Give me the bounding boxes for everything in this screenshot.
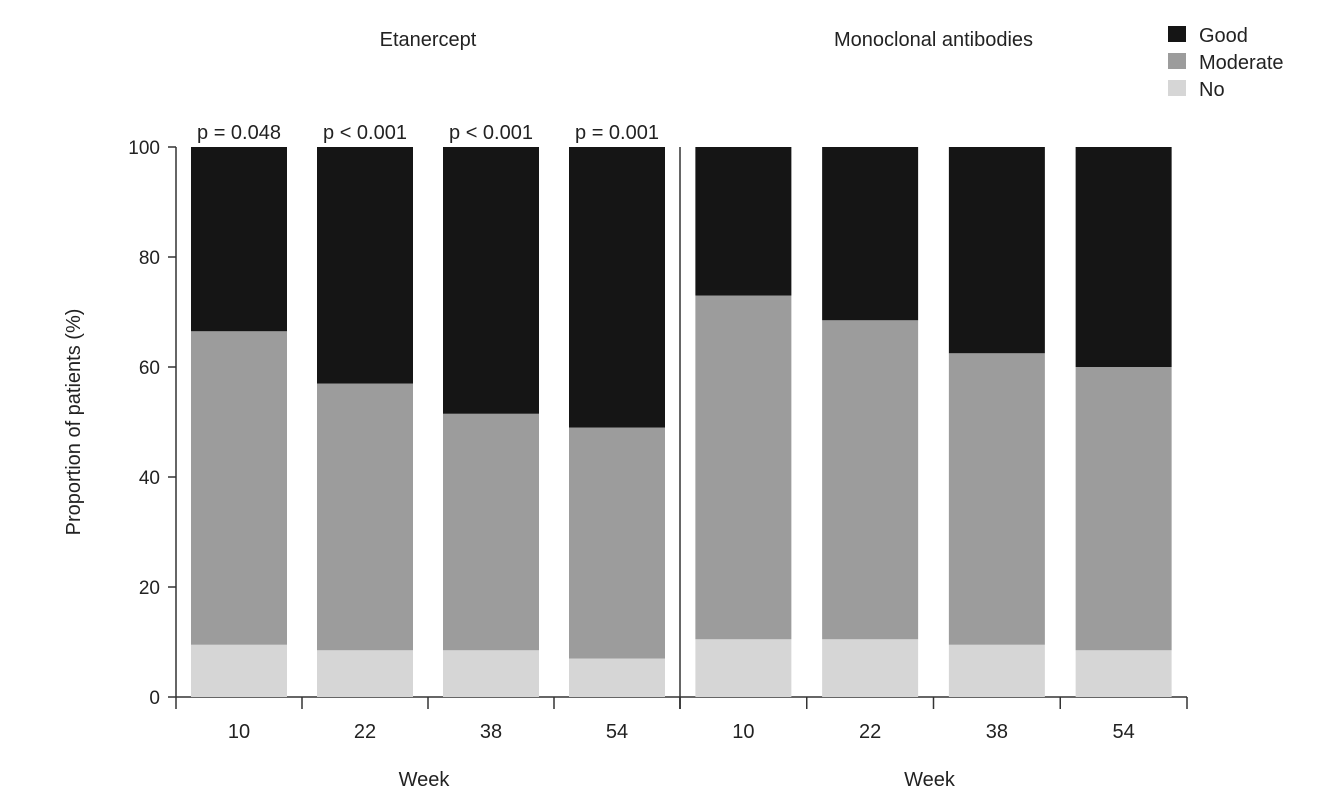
legend-swatch-moderate xyxy=(1168,53,1186,69)
x-tick-label: 54 xyxy=(1113,721,1135,743)
p-value-annotation: p = 0.001 xyxy=(575,122,659,144)
x-tick-label: 10 xyxy=(732,721,754,743)
x-tick-label: 22 xyxy=(859,721,881,743)
bar-segment-good xyxy=(569,147,665,428)
bar-segment-moderate xyxy=(191,331,287,645)
x-tick-label: 22 xyxy=(354,721,376,743)
x-tick-label: 38 xyxy=(480,721,502,743)
bar-segment-good xyxy=(443,147,539,414)
p-value-annotation: p < 0.001 xyxy=(323,122,407,144)
y-tick-label: 20 xyxy=(139,578,160,599)
p-value-annotation: p < 0.001 xyxy=(449,122,533,144)
bar-segment-good xyxy=(317,147,413,384)
bar-segment-no xyxy=(1075,650,1172,697)
y-axis-label: Proportion of patients (%) xyxy=(63,309,85,536)
y-tick-label: 60 xyxy=(139,358,160,379)
y-tick-label: 100 xyxy=(128,138,160,159)
x-tick-label: 10 xyxy=(228,721,250,743)
bar-segment-good xyxy=(948,147,1045,354)
bar-segment-moderate xyxy=(1075,367,1172,651)
legend-label: No xyxy=(1199,79,1225,101)
bar-segment-no xyxy=(569,658,665,697)
bar-segment-good xyxy=(191,147,287,332)
bar-segment-moderate xyxy=(569,427,665,659)
bar-segment-no xyxy=(443,650,539,697)
legend-swatch-no xyxy=(1168,80,1186,96)
legend-label: Good xyxy=(1199,25,1248,47)
bar-segment-good xyxy=(822,147,919,321)
panel-title: Etanercept xyxy=(380,29,477,51)
y-tick-label: 80 xyxy=(139,248,160,269)
bar-segment-moderate xyxy=(443,413,539,651)
p-value-annotation: p = 0.048 xyxy=(197,122,281,144)
bar-segment-moderate xyxy=(822,320,919,640)
y-tick-label: 0 xyxy=(149,688,160,709)
bar-segment-good xyxy=(1075,147,1172,367)
bar-segment-no xyxy=(695,639,792,697)
x-axis-label: Week xyxy=(399,769,451,791)
x-tick-label: 54 xyxy=(606,721,628,743)
legend-swatch-good xyxy=(1168,26,1186,42)
bar-segment-no xyxy=(822,639,919,697)
bar-segment-moderate xyxy=(317,383,413,651)
bar-segment-no xyxy=(191,644,287,697)
bar-segment-moderate xyxy=(948,353,1045,645)
y-tick-label: 40 xyxy=(139,468,160,489)
bar-segment-no xyxy=(317,650,413,697)
panel-title: Monoclonal antibodies xyxy=(834,29,1033,51)
x-tick-label: 38 xyxy=(986,721,1008,743)
x-axis-label: Week xyxy=(904,769,956,791)
bar-segment-moderate xyxy=(695,295,792,640)
legend-label: Moderate xyxy=(1199,52,1284,74)
bar-segment-good xyxy=(695,147,792,296)
bar-segment-no xyxy=(948,644,1045,697)
